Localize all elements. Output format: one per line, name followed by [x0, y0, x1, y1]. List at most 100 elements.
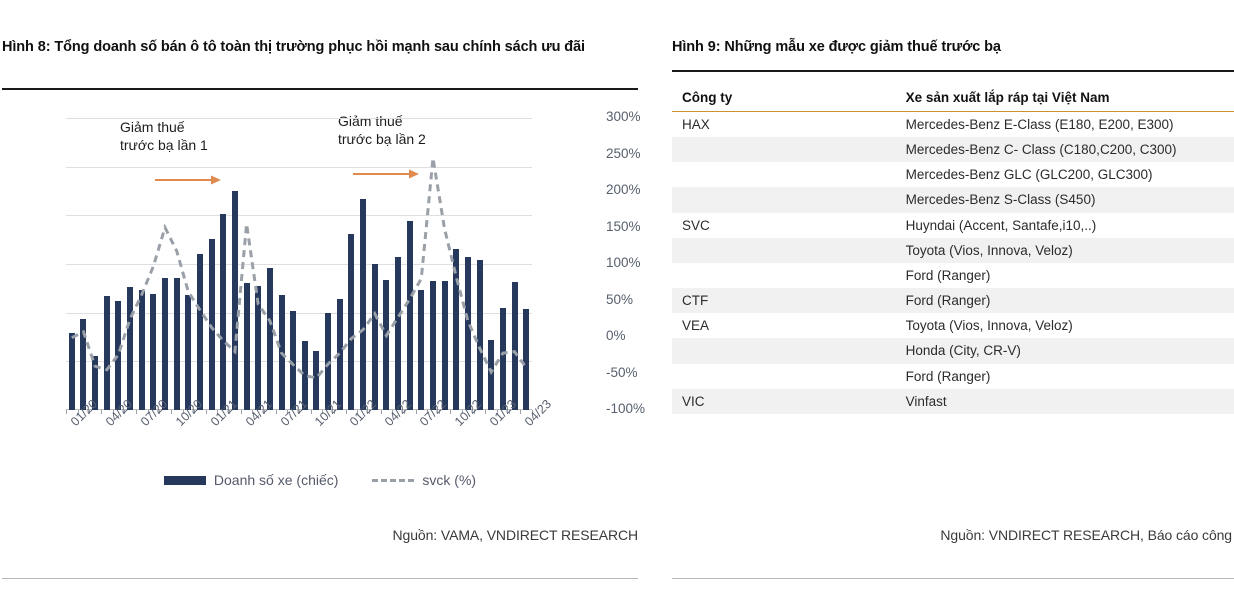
x-axis-tickmark	[532, 410, 533, 414]
cell-model: Ford (Ranger)	[905, 368, 991, 384]
x-axis-tickmark	[240, 410, 242, 414]
x-axis-tickmark	[159, 410, 161, 414]
table-row: Ford (Ranger)	[672, 364, 1234, 389]
bar	[290, 310, 297, 410]
bar	[150, 293, 157, 410]
cell-company: HAX	[682, 117, 710, 132]
y-axis-right-tick-label: 50%	[606, 291, 634, 307]
bar	[266, 267, 273, 410]
x-axis-tickmark	[438, 410, 440, 414]
x-axis-tickmark	[147, 410, 149, 414]
figure-9-divider	[672, 70, 1234, 72]
bar	[523, 308, 530, 410]
gridline	[66, 118, 532, 119]
bar	[231, 190, 238, 410]
cell-company	[672, 263, 906, 288]
x-axis-tickmark	[473, 410, 475, 414]
bar	[138, 290, 145, 410]
y-axis-right-tick-label: -100%	[606, 401, 646, 416]
x-axis-tickmark	[252, 410, 254, 414]
table-body: HAX Mercedes-Benz E-Class (E180, E200, E3…	[672, 112, 1234, 414]
cell-model: Ford (Ranger)	[905, 267, 991, 283]
figure-8-source: Nguồn: VAMA, VNDIRECT RESEARCH	[392, 527, 639, 543]
y-axis-right-tick-label: 200%	[606, 182, 641, 197]
bar	[325, 312, 332, 410]
column-header-model: Xe sản xuất lắp ráp tại Việt Nam	[905, 88, 1234, 112]
table-row: Ford (Ranger)	[672, 263, 1234, 288]
x-axis-tickmark	[520, 410, 522, 414]
table-header-row: Công ty Xe sản xuất lắp ráp tại Việt Nam	[672, 88, 1234, 112]
column-header-company: Công ty	[672, 88, 906, 112]
y-axis-right-tick-label: 100%	[606, 255, 641, 270]
x-axis-tickmark	[403, 410, 405, 414]
legend-label-line: svck (%)	[422, 472, 477, 488]
x-axis-tickmark	[170, 410, 172, 414]
legend-item-bar: Doanh số xe (chiếc)	[163, 472, 339, 488]
table-row: Honda (City, CR-V)	[672, 338, 1234, 364]
bar	[208, 238, 215, 410]
cell-company	[672, 237, 906, 263]
x-axis-tickmark	[485, 410, 487, 414]
bar	[103, 296, 110, 410]
gridline	[66, 215, 532, 217]
bar	[185, 294, 192, 410]
gridline	[66, 166, 532, 168]
bar	[441, 280, 448, 410]
bar	[220, 214, 227, 410]
x-axis-tickmark	[345, 410, 347, 414]
legend-item-line: svck (%)	[372, 472, 476, 488]
cell-company: CTF	[672, 288, 906, 314]
x-axis-tickmark	[450, 410, 452, 414]
bar	[395, 257, 402, 410]
x-axis-tickmark	[415, 410, 417, 414]
cell-company: VEA	[682, 318, 710, 334]
cell-model: Toyota (Vios, Innova, Veloz)	[905, 318, 1073, 334]
plot-area: 010.00020.00030.00040.00050.00060.000 -1…	[66, 109, 645, 429]
bar	[406, 221, 413, 410]
y-axis-right-tick-label: 150%	[606, 218, 641, 234]
figure-8-title: Hình 8: Tổng doanh số bán ô tô toàn thị …	[2, 39, 585, 55]
dashed-line-swatch-icon	[372, 478, 415, 482]
gridline	[66, 264, 532, 265]
bar	[464, 257, 471, 410]
bar	[313, 351, 320, 410]
table-row: Mercedes-Benz S-Class (S450)	[672, 187, 1234, 213]
figure-9-title: Hình 9: Những mẫu xe được giảm thuế trướ…	[672, 39, 1001, 55]
x-axis-tickmark	[77, 410, 79, 414]
bar	[383, 279, 390, 410]
sales-chart: Giảm thuế trước bạ lần 1 Giảm thuế trước…	[0, 100, 645, 520]
legend-label-bar: Doanh số xe (chiếc)	[213, 472, 339, 488]
cell-model: Vinfast	[905, 388, 1234, 414]
bar	[92, 356, 99, 410]
figure-9-panel: Hình 9: Những mẫu xe được giảm thuế trướ…	[670, 0, 1234, 597]
annotation-arrow-1	[155, 175, 221, 185]
bar	[243, 283, 250, 410]
cell-model: Huyndai (Accent, Santafe,i10,..)	[905, 217, 1097, 233]
bar	[348, 233, 355, 410]
table-row: VEA Toyota (Vios, Innova, Veloz)	[672, 313, 1234, 338]
bar	[127, 287, 134, 410]
gridline	[66, 361, 532, 363]
x-axis-tickmark	[112, 410, 114, 414]
bar	[511, 281, 518, 410]
bar	[301, 340, 308, 410]
bar-swatch-icon	[163, 475, 206, 485]
cell-model: Mercedes-Benz GLC (GLC200, GLC300)	[905, 167, 1153, 183]
figure-8-panel: Hình 8: Tổng doanh số bán ô tô toàn thị …	[0, 39, 645, 579]
figure-9-source: Nguồn: VNDIRECT RESEARCH, Báo cáo công	[940, 527, 1232, 543]
bar	[418, 289, 425, 410]
table-row: VIC Vinfast	[672, 388, 1234, 414]
cell-model: Toyota (Vios, Innova, Veloz)	[905, 237, 1234, 263]
x-axis-tickmark	[194, 410, 196, 414]
cell-model: Ford (Ranger)	[905, 288, 1234, 314]
x-axis-tickmark	[124, 410, 126, 414]
bar	[115, 301, 122, 410]
annotation-tax-cut-1: Giảm thuế trước bạ lần 1	[120, 119, 208, 154]
table-row: CTF Ford (Ranger)	[672, 288, 1234, 314]
x-axis-tickmark	[287, 410, 289, 414]
figure-8-bottom-rule	[2, 578, 638, 579]
x-axis-tickmark	[299, 410, 300, 414]
x-axis-tickmark	[497, 410, 499, 414]
cell-company	[672, 338, 906, 364]
